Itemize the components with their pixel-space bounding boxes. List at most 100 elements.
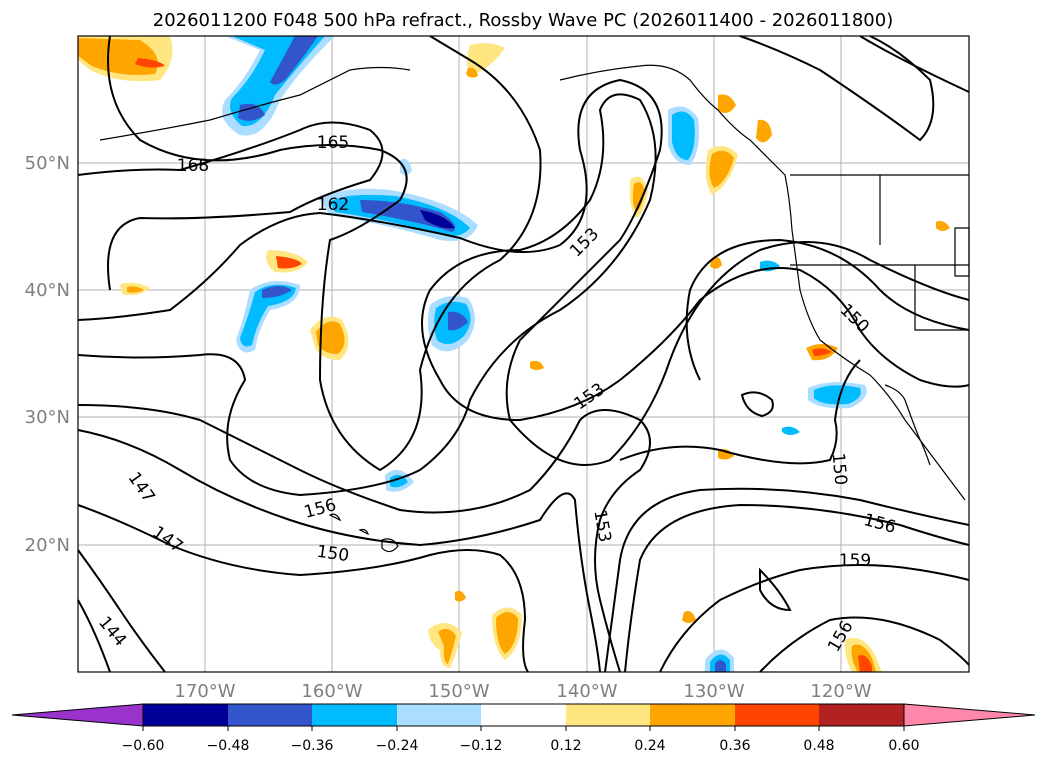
colorbar-tick-label: −0.24 bbox=[376, 738, 419, 754]
figure-title: 2026011200 F048 500 hPa refract., Rossby… bbox=[153, 10, 894, 31]
negative-anomaly-patch bbox=[448, 311, 468, 331]
colorbar-tick-label: 0.48 bbox=[803, 738, 834, 754]
lat-label: 40°N bbox=[25, 280, 70, 301]
colorbar-tick-label: −0.36 bbox=[291, 738, 334, 754]
contour-label: 168 bbox=[177, 156, 209, 176]
contour-label: 165 bbox=[317, 133, 349, 153]
colorbar-tick-label: 0.24 bbox=[634, 738, 665, 754]
colorbar-bin bbox=[228, 704, 312, 726]
negative-anomaly-patch bbox=[360, 200, 456, 232]
lat-label: 20°N bbox=[25, 535, 70, 556]
contour-line bbox=[740, 391, 774, 418]
hawaii-islands bbox=[328, 513, 399, 553]
positive-anomaly-patch bbox=[455, 590, 466, 602]
colorbar-min-extension bbox=[11, 703, 144, 727]
positive-anomaly-patch bbox=[135, 58, 165, 68]
lat-label: 30°N bbox=[25, 407, 70, 428]
negative-anomaly-patch bbox=[262, 286, 292, 298]
coastline-north-america bbox=[559, 64, 966, 501]
colorbar-bin bbox=[312, 704, 397, 726]
colorbar-tick-label: 0.60 bbox=[888, 738, 919, 754]
contour-lines bbox=[77, 35, 970, 673]
coastline-baja bbox=[884, 384, 931, 466]
lat-label: 50°N bbox=[25, 153, 70, 174]
positive-anomaly-patch bbox=[467, 43, 505, 75]
contour-line bbox=[604, 487, 970, 673]
colorbar-bin bbox=[397, 704, 481, 726]
lon-label: 120°W bbox=[810, 681, 871, 702]
positive-anomaly-patch bbox=[466, 67, 478, 78]
positive-anomaly-patch bbox=[858, 655, 872, 672]
positive-anomaly-patch bbox=[276, 256, 302, 269]
lon-label: 170°W bbox=[174, 681, 235, 702]
negative-anomaly-patch bbox=[782, 426, 800, 435]
contour-line bbox=[77, 404, 651, 673]
colorbar: −0.60 −0.48 −0.36 −0.24 −0.12 0.12 0.24 … bbox=[11, 703, 1036, 754]
lon-label: 160°W bbox=[301, 681, 362, 702]
positive-anomaly-patch bbox=[632, 182, 645, 212]
negative-anomaly-patch bbox=[270, 36, 318, 85]
contour-line bbox=[624, 503, 970, 673]
contour-line bbox=[739, 35, 935, 142]
positive-anomaly-patch bbox=[438, 628, 456, 664]
contour-label: 162 bbox=[317, 195, 349, 215]
colorbar-bin bbox=[650, 704, 735, 726]
positive-anomaly-patch bbox=[316, 321, 345, 354]
positive-anomaly-patch bbox=[718, 94, 736, 114]
colorbar-bin bbox=[481, 704, 566, 726]
contour-line bbox=[759, 616, 970, 673]
colorbar-tick-label: −0.60 bbox=[122, 738, 165, 754]
contour-label: 150 bbox=[315, 542, 350, 566]
colorbar-frame bbox=[142, 703, 905, 727]
lon-label: 130°W bbox=[683, 681, 744, 702]
contour-line bbox=[659, 564, 970, 673]
contour-line bbox=[685, 238, 970, 381]
colorbar-bin bbox=[566, 704, 650, 726]
positive-anomaly-patch bbox=[682, 611, 696, 623]
contour-line bbox=[77, 599, 111, 673]
contour-line bbox=[77, 504, 529, 673]
contour-label: 159 bbox=[839, 551, 871, 571]
coastline-aleutians bbox=[99, 66, 411, 141]
colorbar-bin bbox=[819, 704, 904, 726]
negative-anomaly-patch bbox=[240, 284, 296, 347]
positive-anomaly-patch bbox=[709, 150, 734, 188]
colorbar-ticks bbox=[142, 726, 905, 731]
colorbar-max-extension bbox=[903, 703, 1036, 727]
colorbar-tick-label: −0.48 bbox=[207, 738, 250, 754]
contour-line bbox=[77, 429, 601, 673]
state-boundaries bbox=[790, 174, 969, 331]
contour-line bbox=[759, 567, 792, 612]
map-panel: 168 165 162 153 153 150 150 147 147 144 … bbox=[77, 35, 970, 673]
positive-anomaly-patch bbox=[78, 38, 158, 75]
negative-anomaly-patch bbox=[420, 210, 455, 229]
negative-anomaly-patch bbox=[715, 660, 726, 672]
negative-anomaly-patch bbox=[814, 385, 861, 405]
negative-anomaly-patch bbox=[400, 158, 412, 176]
lon-label: 150°W bbox=[428, 681, 489, 702]
lon-label: 140°W bbox=[556, 681, 617, 702]
positive-anomaly-patch bbox=[936, 220, 950, 231]
contour-label: 150 bbox=[828, 452, 851, 486]
positive-anomaly-patch bbox=[756, 119, 772, 143]
negative-anomaly-patch bbox=[238, 103, 265, 121]
positive-anomaly-patch bbox=[812, 348, 832, 356]
positive-anomaly-patch bbox=[530, 360, 544, 370]
positive-anomaly-patch bbox=[127, 286, 144, 293]
contour-line bbox=[107, 35, 542, 472]
latitude-labels: 50°N 40°N 30°N 20°N bbox=[25, 153, 70, 556]
filled-anomalies bbox=[78, 36, 950, 672]
contour-line bbox=[859, 35, 970, 93]
longitude-labels: 170°W 160°W 150°W 140°W 130°W 120°W bbox=[174, 681, 871, 702]
colorbar-tick-label: 0.36 bbox=[719, 738, 750, 754]
colorbar-tick-label: −0.12 bbox=[460, 738, 503, 754]
negative-anomaly-patch bbox=[672, 111, 695, 160]
colorbar-bin bbox=[143, 704, 228, 726]
colorbar-tick-label: 0.12 bbox=[550, 738, 581, 754]
contour-line bbox=[77, 121, 384, 291]
colorbar-bin bbox=[735, 704, 819, 726]
map-frame bbox=[77, 35, 970, 673]
contour-line bbox=[619, 359, 861, 465]
contour-line bbox=[77, 549, 166, 673]
